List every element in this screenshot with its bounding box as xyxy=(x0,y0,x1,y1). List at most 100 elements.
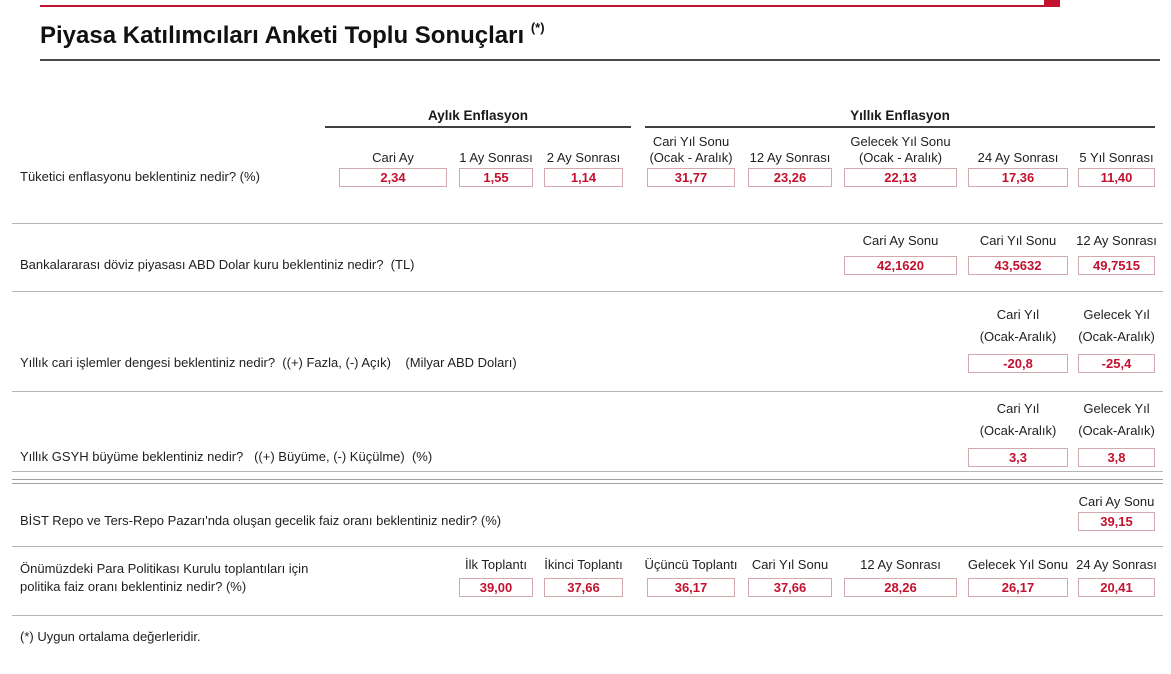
table-column: 1 Ay Sonrası 1,55 xyxy=(459,134,533,187)
table-column: 12 Ay Sonrası 49,7515 xyxy=(1076,233,1157,275)
column-header: 12 Ay Sonrası xyxy=(1076,233,1157,248)
title-superscript: (*) xyxy=(530,20,545,35)
table-column: Cari Yıl (Ocak-Aralık) -20,8 xyxy=(968,304,1068,373)
column-header: 12 Ay Sonrası xyxy=(749,150,831,165)
value-columns: Cari Ay 2,34 1 Ay Sonrası 1,55 2 Ay Sonr… xyxy=(339,134,1155,187)
column-header: 24 Ay Sonrası xyxy=(1076,557,1157,572)
column-header: Cari Ay Sonu xyxy=(1078,494,1155,509)
value-box: 1,55 xyxy=(459,168,533,187)
section-divider xyxy=(12,615,1163,616)
value-box: 39,00 xyxy=(459,578,533,597)
title-underline xyxy=(40,59,1160,61)
table-column: 24 Ay Sonrası 17,36 xyxy=(968,134,1068,187)
table-row-bist-overnight-rate: BİST Repo ve Ters-Repo Pazarı'nda oluşan… xyxy=(20,494,1155,531)
value-box: 28,26 xyxy=(844,578,957,597)
table-row-consumer-inflation: Tüketici enflasyonu beklentiniz nedir? (… xyxy=(20,134,1155,187)
section-divider xyxy=(12,391,1163,392)
table-row-policy-rate: Önümüzdeki Para Politikası Kurulu toplan… xyxy=(20,557,1157,597)
column-header: Cari Yıl (Ocak-Aralık) xyxy=(979,307,1057,344)
table-column: Cari Yıl Sonu 37,66 xyxy=(748,557,832,597)
value-columns: İlk Toplantı 39,00 İkinci Toplantı 37,66… xyxy=(459,557,1157,597)
table-column: 5 Yıl Sonrası 11,40 xyxy=(1078,134,1155,187)
table-column: 12 Ay Sonrası 28,26 xyxy=(844,557,957,597)
value-box: 23,26 xyxy=(748,168,832,187)
value-box: 2,34 xyxy=(339,168,447,187)
table-column: Cari Yıl (Ocak-Aralık) 3,3 xyxy=(968,398,1068,467)
value-box: 31,77 xyxy=(647,168,735,187)
column-header: İlk Toplantı xyxy=(465,557,527,572)
table-column: Cari Ay Sonu 42,1620 xyxy=(844,233,957,275)
double-divider xyxy=(12,479,1163,484)
footnote: (*) Uygun ortalama değerleridir. xyxy=(20,629,201,644)
value-box: 36,17 xyxy=(647,578,735,597)
table-column: 24 Ay Sonrası 20,41 xyxy=(1076,557,1157,597)
page-title: Piyasa Katılımcıları Anketi Toplu Sonuçl… xyxy=(40,20,1160,50)
table-column: İlk Toplantı 39,00 xyxy=(459,557,533,597)
value-columns: Cari Ay Sonu 39,15 xyxy=(1078,494,1155,531)
table-column: 2 Ay Sonrası 1,14 xyxy=(544,134,623,187)
value-box: 17,36 xyxy=(968,168,1068,187)
question-text: Yıllık GSYH büyüme beklentiniz nedir? ((… xyxy=(20,449,433,464)
value-box: -20,8 xyxy=(968,354,1068,373)
column-header: 12 Ay Sonrası xyxy=(860,557,941,572)
question-text: BİST Repo ve Ters-Repo Pazarı'nda oluşan… xyxy=(20,513,502,528)
value-box: 37,66 xyxy=(748,578,832,597)
section-divider xyxy=(12,471,1163,472)
title-block: Piyasa Katılımcıları Anketi Toplu Sonuçl… xyxy=(40,20,1160,61)
top-accent-line xyxy=(40,5,1060,7)
table-column: Cari Ay Sonu 39,15 xyxy=(1078,494,1155,531)
question-text: Önümüzdeki Para Politikası Kurulu toplan… xyxy=(20,561,309,594)
column-header: Gelecek Yıl (Ocak-Aralık) xyxy=(1078,307,1155,344)
column-header: Cari Ay Sonu xyxy=(862,233,939,248)
table-column: Üçüncü Toplantı 36,17 xyxy=(644,557,738,597)
section-divider xyxy=(12,291,1163,292)
table-column: Cari Ay 2,34 xyxy=(339,134,447,187)
page-title-text: Piyasa Katılımcıları Anketi Toplu Sonuçl… xyxy=(40,22,525,49)
table-column: Cari Yıl Sonu (Ocak - Aralık) 31,77 xyxy=(647,134,735,187)
column-header: Gelecek Yıl (Ocak-Aralık) xyxy=(1078,401,1155,438)
value-box: 43,5632 xyxy=(968,256,1068,275)
column-header: İkinci Toplantı xyxy=(544,557,623,572)
table-column: Gelecek Yıl Sonu 26,17 xyxy=(968,557,1068,597)
table-column: Cari Yıl Sonu 43,5632 xyxy=(968,233,1068,275)
column-header: Cari Ay xyxy=(372,150,414,165)
question-text: Tüketici enflasyonu beklentiniz nedir? (… xyxy=(20,169,260,184)
value-box: 37,66 xyxy=(544,578,623,597)
table-column: Gelecek Yıl (Ocak-Aralık) -25,4 xyxy=(1078,304,1155,373)
value-box: 26,17 xyxy=(968,578,1068,597)
table-row-gdp-growth: Yıllık GSYH büyüme beklentiniz nedir? ((… xyxy=(20,398,1155,467)
table-column: İkinci Toplantı 37,66 xyxy=(544,557,623,597)
column-header: Cari Yıl Sonu xyxy=(979,233,1057,248)
table-column: 12 Ay Sonrası 23,26 xyxy=(748,134,832,187)
column-header: Gelecek Yıl Sonu xyxy=(967,557,1069,572)
value-box: -25,4 xyxy=(1078,354,1155,373)
column-header: Üçüncü Toplantı xyxy=(644,557,738,572)
accent-block xyxy=(1044,0,1060,7)
value-box: 39,15 xyxy=(1078,512,1155,531)
value-box: 11,40 xyxy=(1078,168,1155,187)
value-columns: Cari Ay Sonu 42,1620 Cari Yıl Sonu 43,56… xyxy=(844,233,1157,275)
value-box: 42,1620 xyxy=(844,256,957,275)
section-divider xyxy=(12,546,1163,547)
table-column: Gelecek Yıl Sonu (Ocak - Aralık) 22,13 xyxy=(844,134,957,187)
value-box: 3,3 xyxy=(968,448,1068,467)
value-columns: Cari Yıl (Ocak-Aralık) 3,3 Gelecek Yıl (Oc… xyxy=(968,398,1155,467)
value-box: 49,7515 xyxy=(1078,256,1155,275)
column-header: 24 Ay Sonrası xyxy=(977,150,1059,165)
group-header-monthly-inflation: Aylık Enflasyon xyxy=(325,108,631,128)
column-header: Cari Yıl Sonu xyxy=(751,557,829,572)
value-box: 1,14 xyxy=(544,168,623,187)
value-box: 20,41 xyxy=(1078,578,1155,597)
column-header: 2 Ay Sonrası xyxy=(546,150,621,165)
question-text: Yıllık cari işlemler dengesi beklentiniz… xyxy=(20,355,517,370)
column-header: Gelecek Yıl Sonu (Ocak - Aralık) xyxy=(850,134,951,165)
table-row-usd-rate: Bankalararası döviz piyasası ABD Dolar k… xyxy=(20,233,1157,275)
value-columns: Cari Yıl (Ocak-Aralık) -20,8 Gelecek Yıl(… xyxy=(968,304,1155,373)
column-header: 5 Yıl Sonrası xyxy=(1079,150,1154,165)
group-header-annual-inflation: Yıllık Enflasyon xyxy=(645,108,1155,128)
column-header: Cari Yıl (Ocak-Aralık) xyxy=(979,401,1057,438)
section-divider xyxy=(12,223,1163,224)
question-text: Bankalararası döviz piyasası ABD Dolar k… xyxy=(20,257,415,272)
inflation-group-header-row: Aylık Enflasyon Yıllık Enflasyon xyxy=(325,108,1155,128)
